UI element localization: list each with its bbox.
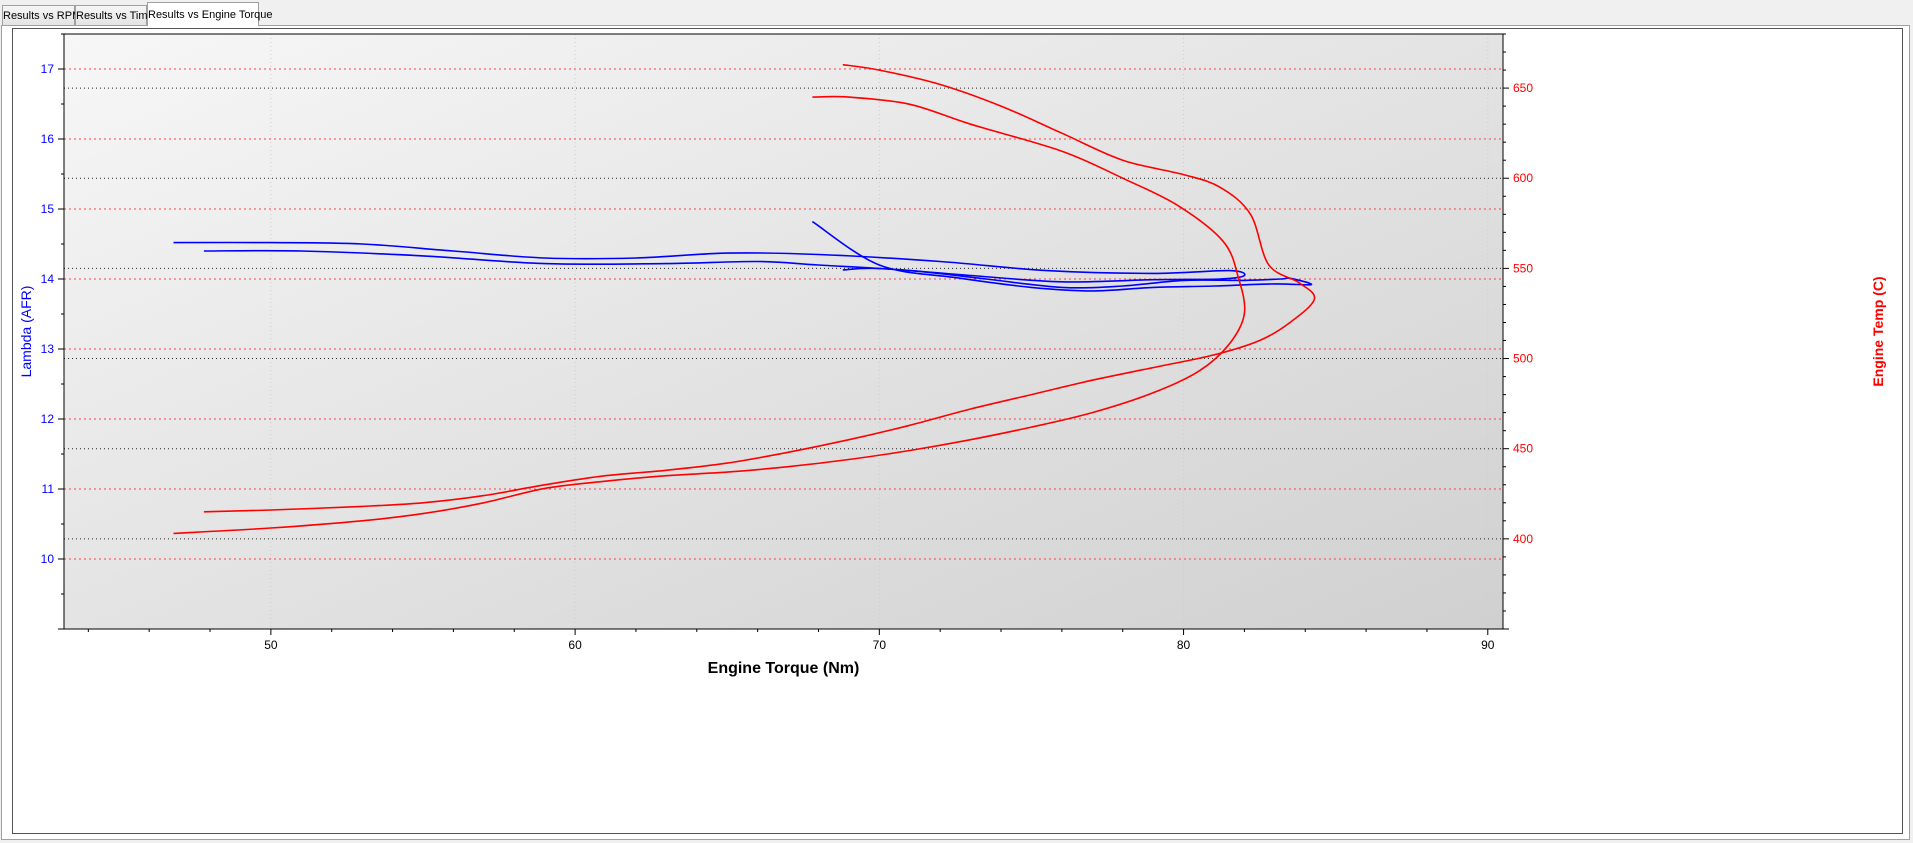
lambda-line-0 [173,241,1246,283]
left-tick-label: 11 [42,482,55,496]
right-axis-title: Engine Temp (C) [1870,276,1886,386]
chart-frame: 10 11 12 13 14 15 16 17 400 450 500 550 600 650 50 60 70… [12,28,1903,834]
tab-results-vs-time[interactable]: Results vs Time [75,5,154,25]
engine-temp-line-3 [203,63,1316,513]
engine-temp-line-2 [173,95,1246,535]
x-tick-label: 80 [1177,638,1191,652]
x-axis-title: Engine Torque (Nm) [708,660,860,677]
right-tick-label: 600 [1513,171,1533,185]
x-tick-label: 50 [264,638,278,652]
left-tick-label: 16 [41,132,55,146]
right-tick-label: 400 [1513,532,1533,546]
plot-area [64,34,1503,629]
tab-results-vs-rpm[interactable]: Results vs RPM [2,5,81,25]
left-tick-label: 12 [41,412,55,426]
axes-layer: 10 11 12 13 14 15 16 17 400 450 500 550 600 650 50 60 70… [41,33,1533,652]
left-tick-label: 15 [41,202,55,216]
x-tick-label: 60 [568,638,582,652]
engine-torque-chart: 10 11 12 13 14 15 16 17 400 450 500 550 600 650 50 60 70… [18,33,1886,677]
left-axis-title: Lambda (AFR) [18,286,34,378]
left-tick-label: 17 [41,62,55,76]
lambda-line-1 [203,220,1313,292]
tab-results-vs-engine-torque[interactable]: Results vs Engine Torque [147,2,273,26]
left-tick-label: 13 [41,342,55,356]
right-tick-label: 500 [1513,352,1533,366]
x-tick-label: 90 [1481,638,1495,652]
right-tick-label: 650 [1513,81,1533,95]
tab-panel: 10 11 12 13 14 15 16 17 400 450 500 550 600 650 50 60 70… [1,25,1910,840]
right-tick-label: 550 [1513,261,1533,275]
left-tick-label: 10 [41,552,55,566]
left-tick-label: 14 [41,272,55,286]
tab-bar: Results vs RPM Results vs Time Results v… [0,0,1913,26]
right-tick-label: 450 [1513,442,1533,456]
plot-border [63,33,1504,630]
series-layer [173,63,1316,535]
x-tick-label: 70 [873,638,887,652]
